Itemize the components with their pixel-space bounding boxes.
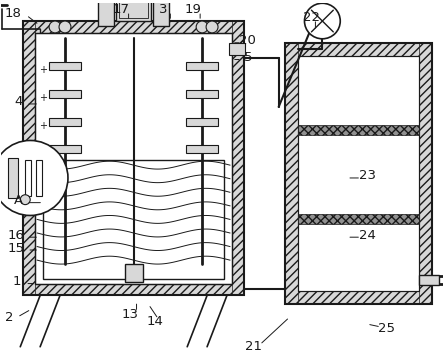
- Circle shape: [20, 195, 30, 205]
- Text: 4: 4: [14, 96, 23, 108]
- Bar: [297, 214, 419, 224]
- Circle shape: [305, 3, 340, 39]
- Bar: [285, 291, 432, 304]
- Bar: [49, 90, 81, 98]
- Text: 1: 1: [13, 275, 22, 288]
- Bar: [186, 90, 218, 98]
- Bar: [297, 55, 419, 291]
- Bar: [186, 118, 218, 126]
- Bar: [8, 158, 18, 198]
- Text: 22: 22: [303, 11, 320, 24]
- Bar: [154, 0, 169, 26]
- Bar: [98, 0, 114, 26]
- Bar: [297, 125, 419, 135]
- Bar: [232, 21, 244, 295]
- Text: 20: 20: [239, 34, 256, 47]
- Text: 16: 16: [8, 229, 25, 242]
- Text: 14: 14: [147, 315, 164, 328]
- Text: +: +: [39, 121, 47, 131]
- Circle shape: [59, 21, 71, 33]
- Circle shape: [0, 140, 68, 216]
- Bar: [43, 160, 224, 279]
- Bar: [36, 160, 42, 196]
- Text: 5: 5: [244, 51, 252, 64]
- Bar: [23, 21, 35, 295]
- Text: +: +: [39, 66, 47, 76]
- Bar: [35, 33, 232, 284]
- Bar: [285, 43, 432, 55]
- Text: A: A: [14, 194, 23, 207]
- Bar: [186, 63, 218, 71]
- Text: 18: 18: [5, 7, 22, 20]
- Bar: [35, 33, 232, 284]
- Text: -: -: [208, 66, 212, 76]
- Bar: [119, 0, 148, 18]
- Text: +: +: [39, 93, 47, 103]
- Circle shape: [196, 21, 208, 33]
- Text: 2: 2: [5, 311, 14, 324]
- Text: 21: 21: [245, 340, 262, 353]
- Bar: [23, 284, 244, 295]
- Bar: [297, 55, 419, 291]
- Bar: [285, 43, 432, 304]
- Text: 23: 23: [359, 169, 376, 183]
- Bar: [419, 275, 439, 285]
- Bar: [49, 145, 81, 153]
- Text: -: -: [208, 121, 212, 131]
- Text: 17: 17: [112, 3, 129, 16]
- Bar: [285, 43, 297, 304]
- Text: -: -: [208, 93, 212, 103]
- Bar: [419, 43, 432, 304]
- Bar: [25, 160, 31, 196]
- Text: 25: 25: [378, 323, 396, 335]
- Circle shape: [206, 21, 218, 33]
- Text: 24: 24: [359, 229, 376, 242]
- Bar: [186, 145, 218, 153]
- Bar: [125, 264, 143, 282]
- Text: 19: 19: [185, 3, 202, 16]
- Circle shape: [49, 21, 61, 33]
- Bar: [23, 21, 244, 295]
- Bar: [116, 0, 151, 21]
- Bar: [229, 43, 245, 54]
- Text: 13: 13: [121, 308, 138, 321]
- Bar: [49, 63, 81, 71]
- Text: 3: 3: [159, 3, 168, 16]
- Text: 15: 15: [8, 242, 25, 255]
- Bar: [23, 21, 244, 33]
- Bar: [49, 118, 81, 126]
